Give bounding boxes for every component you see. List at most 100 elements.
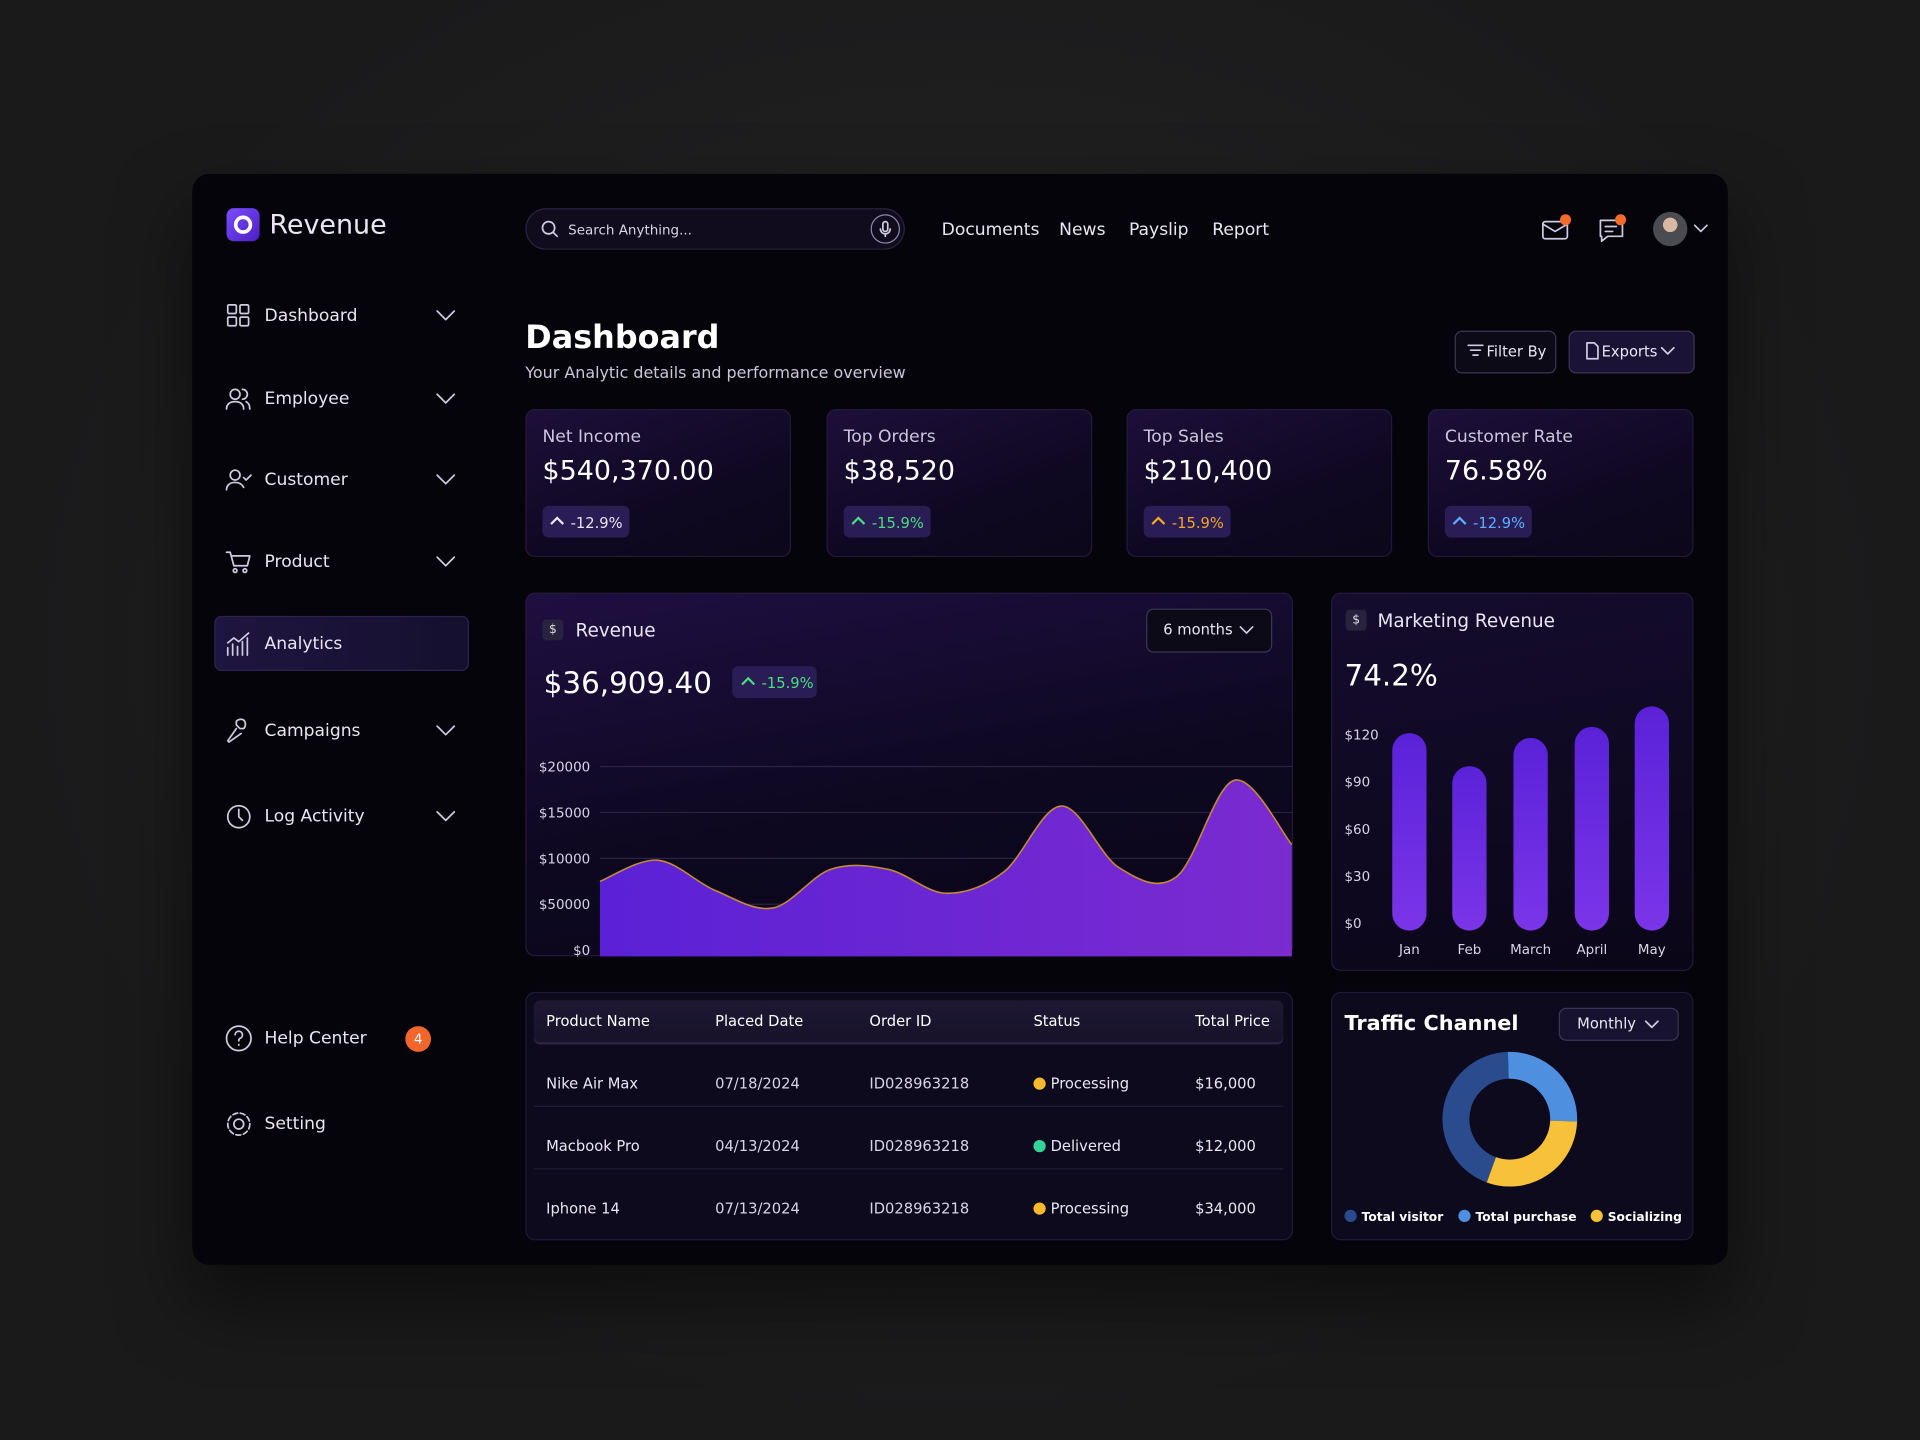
icon-part — [1693, 224, 1708, 233]
sidebar-item: Customer — [264, 470, 348, 490]
stat-change-chip — [843, 505, 931, 538]
avatar[interactable] — [1653, 211, 1688, 247]
stat-label: Top Orders — [843, 427, 936, 447]
stat-change: -15.9% — [871, 514, 924, 532]
traffic-period: Monthly — [1577, 1015, 1636, 1033]
search-icon — [541, 220, 559, 238]
icon-part — [1452, 516, 1467, 525]
icon-part — [233, 1118, 245, 1130]
stat-change: -15.9% — [1171, 514, 1224, 532]
traffic-donut: Total visitor Total purchase Socializing — [1344, 1051, 1682, 1224]
exports-chevron — [1660, 346, 1675, 355]
sidebar-item: Product — [264, 552, 330, 572]
dollar-icon: $ — [1345, 609, 1367, 631]
search-box[interactable] — [525, 208, 905, 250]
sidebar-chevron — [436, 810, 456, 822]
legend-label: Socializing — [1608, 1210, 1682, 1224]
avatar-chevron — [1693, 224, 1708, 233]
period-button[interactable] — [1146, 608, 1273, 653]
dollar-icon: $ — [542, 619, 564, 641]
revenue-change: -15.9% — [761, 674, 814, 692]
sidebar-item: Campaigns — [264, 721, 361, 741]
icon-part — [1660, 346, 1675, 355]
sidebar-chevron — [436, 310, 456, 321]
stat-change: -12.9% — [1473, 514, 1526, 532]
bar — [1634, 706, 1669, 931]
sidebar-icon — [226, 304, 250, 327]
status-dot — [1033, 1077, 1046, 1090]
table-header-cell: Placed Date — [715, 1012, 804, 1030]
revenue-title: Revenue — [575, 619, 656, 642]
table-cell: ID028963218 — [869, 1200, 970, 1218]
mic-icon — [879, 220, 892, 238]
icon-part — [225, 388, 251, 410]
bar — [1574, 726, 1609, 931]
period-chevron — [1239, 626, 1254, 634]
sidebar-icon — [225, 388, 251, 410]
icon-part — [879, 228, 892, 238]
filter-button[interactable] — [1454, 330, 1557, 374]
legend-swatch — [1344, 1209, 1357, 1223]
sidebar-icon — [226, 804, 251, 829]
table-cell: ID028963218 — [869, 1075, 970, 1093]
stat-value: 76.58% — [1444, 456, 1548, 487]
marketing-chart: $0 $30 $60 $90 $120 Jan Feb March April May — [1344, 706, 1669, 958]
revenue-chart: $0 $50000 $10000 $15000 $20000 — [539, 760, 1293, 959]
icon-part — [436, 393, 456, 404]
nav-link: Documents — [941, 220, 1040, 241]
table-cell: ID028963218 — [869, 1137, 970, 1155]
sidebar-active-bg — [214, 615, 469, 672]
stat-change: -12.9% — [570, 514, 623, 532]
stat-change-chip — [1444, 505, 1532, 538]
sidebar-item: Dashboard — [264, 306, 358, 326]
row-divider — [533, 1105, 1284, 1107]
bar — [1392, 733, 1427, 931]
mic-button[interactable] — [870, 214, 901, 244]
table-cell: 07/13/2024 — [715, 1200, 800, 1218]
donut-segment — [1442, 1051, 1510, 1183]
page-subtitle: Your Analytic details and performance ov… — [525, 364, 906, 383]
stat-label: Net Income — [542, 427, 642, 447]
sidebar-item: Analytics — [264, 634, 343, 654]
change-arrow — [1151, 516, 1166, 525]
table-cell: Delivered — [1050, 1137, 1121, 1155]
icon-part — [851, 516, 866, 525]
exports-button[interactable] — [1568, 330, 1695, 374]
change-arrow — [741, 676, 756, 686]
stat-value: $210,400 — [1143, 456, 1273, 487]
icon-part — [552, 231, 559, 238]
icon-part — [436, 810, 456, 822]
icon-part — [1644, 1020, 1659, 1029]
marketing-title: Marketing Revenue — [1377, 609, 1555, 632]
y-tick-label: $0 — [1344, 917, 1361, 932]
icon-part — [225, 551, 251, 567]
icon-part — [436, 725, 456, 736]
icon-part — [541, 220, 556, 235]
table-header-cell: Status — [1033, 1012, 1081, 1030]
bar — [1452, 766, 1487, 931]
stat-change-chip — [542, 505, 630, 538]
period-label: 6 months — [1163, 620, 1233, 638]
table-cell: $16,000 — [1195, 1075, 1256, 1093]
file-icon — [1586, 342, 1599, 360]
icon-part — [225, 474, 252, 491]
brand-logo-ring — [233, 215, 253, 234]
y-tick-label: $0 — [573, 944, 590, 959]
icon-part — [226, 632, 250, 656]
revenue-line — [599, 779, 1293, 910]
stat-change-chip — [1143, 505, 1231, 538]
traffic-period-button[interactable] — [1558, 1007, 1679, 1041]
sidebar-icon — [225, 469, 252, 491]
x-tick-label: March — [1510, 943, 1551, 958]
icon-part — [741, 676, 756, 686]
legend-label: Total purchase — [1476, 1210, 1577, 1224]
table-cell: 04/13/2024 — [715, 1137, 800, 1155]
traffic-chevron — [1644, 1020, 1659, 1029]
legend-swatch — [1590, 1209, 1603, 1223]
stat-label: Customer Rate — [1444, 427, 1573, 447]
marketing-rate: 74.2% — [1344, 658, 1438, 694]
icon-part — [1239, 626, 1254, 634]
sidebar-chevron — [436, 556, 456, 567]
icon-part — [1467, 344, 1484, 356]
